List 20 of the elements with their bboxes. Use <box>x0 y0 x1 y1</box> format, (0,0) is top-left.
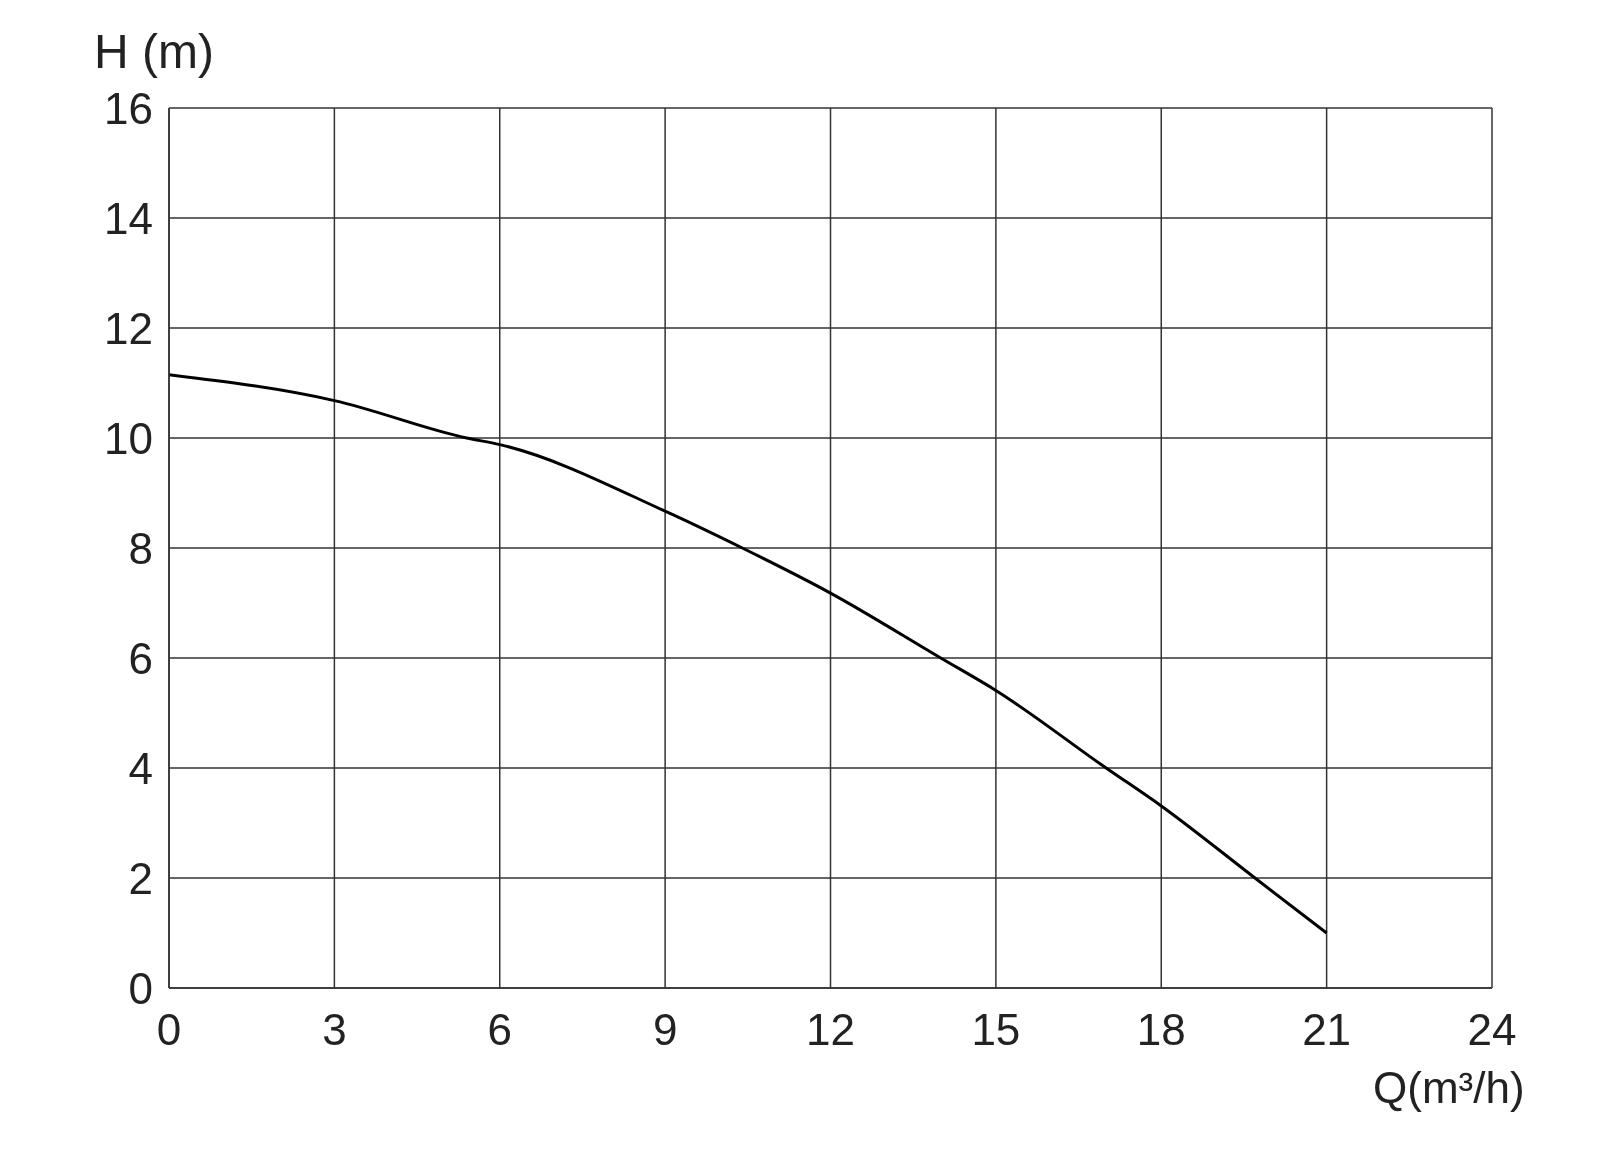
x-tick-label: 21 <box>1302 1005 1352 1055</box>
x-tick-label: 3 <box>322 1005 347 1055</box>
x-tick-label: 6 <box>487 1005 512 1055</box>
y-tick-label: 4 <box>128 743 153 793</box>
y-tick-label: 6 <box>128 633 153 683</box>
y-tick-label: 14 <box>104 193 153 243</box>
y-tick-label: 12 <box>104 303 153 353</box>
y-tick-label: 0 <box>128 963 153 1013</box>
y-tick-label: 2 <box>128 853 153 903</box>
y-axis-title: H (m) <box>94 24 214 79</box>
line-series <box>169 373 1329 935</box>
y-tick-label: 16 <box>104 83 153 133</box>
y-tick-label: 10 <box>104 413 153 463</box>
y-tick-label: 8 <box>128 523 153 573</box>
x-tick-label: 9 <box>652 1005 678 1055</box>
x-tick-label: 12 <box>806 1005 855 1055</box>
x-tick-label: 18 <box>1136 1005 1186 1055</box>
x-tick-label: 24 <box>1467 1005 1517 1055</box>
x-tick-label: 15 <box>971 1005 1021 1055</box>
x-axis-title: Q(m³/h) <box>1373 1063 1525 1113</box>
